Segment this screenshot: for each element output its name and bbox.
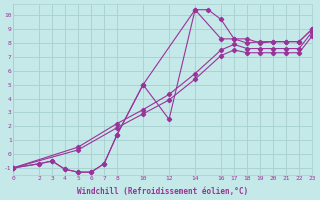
X-axis label: Windchill (Refroidissement éolien,°C): Windchill (Refroidissement éolien,°C) xyxy=(77,187,248,196)
